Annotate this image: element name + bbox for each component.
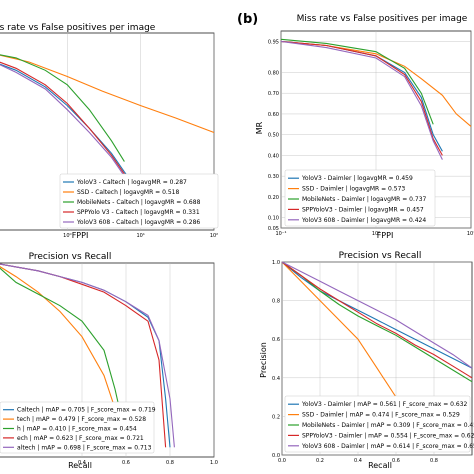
chart-title-b-pr: Precision vs Recall bbox=[339, 251, 422, 261]
y-tick-label-b-miss-1: 0.80 bbox=[268, 70, 279, 76]
y-tick-label-b-miss-3: 0.60 bbox=[268, 112, 279, 118]
legend-entry-b-miss-3: SPPYoloV3 - Daimler | logavgMR = 0.457 bbox=[302, 206, 424, 213]
legend-entry-a-pr-2: h | mAP = 0.410 | F_score_max = 0.454 bbox=[17, 426, 137, 433]
legend-entry-a-pr-4: altech | mAP = 0.698 | F_score_max = 0.7… bbox=[17, 444, 152, 451]
y-tick-label-b-miss-7: 0.20 bbox=[268, 195, 279, 201]
series-line-b-pr-4 bbox=[281, 261, 473, 369]
x-tick-label-b-pr-1: 0.2 bbox=[316, 458, 324, 464]
y-tick-label-b-pr-1: 0.2 bbox=[272, 414, 280, 420]
x-tick-label-a-pr-1: 0.6 bbox=[122, 460, 130, 466]
legend-entry-a-miss-1: SSD - Caltech | logavgMR = 0.518 bbox=[77, 189, 179, 196]
legend-entry-a-pr-1: tech | mAP = 0.479 | F_score_max = 0.528 bbox=[17, 416, 146, 423]
y-axis-label-b-miss: MR bbox=[255, 121, 264, 134]
x-tick-label-b-pr-2: 0.4 bbox=[354, 458, 362, 464]
series-line-b-miss-2 bbox=[280, 38, 434, 125]
y-tick-label-b-miss-9: 0.05 bbox=[268, 226, 279, 232]
y-axis-label-b-pr: Precision bbox=[259, 342, 268, 378]
legend-box-a-miss bbox=[59, 173, 219, 229]
y-tick-label-b-miss-2: 0.70 bbox=[268, 91, 279, 97]
y-tick-label-b-miss-4: 0.50 bbox=[268, 133, 279, 139]
chart-title-b-miss: Miss rate vs False positives per image bbox=[297, 14, 468, 24]
y-tick-label-b-miss-5: 0.40 bbox=[268, 153, 279, 159]
chart-title-a-pr: Precision vs Recall bbox=[29, 252, 112, 262]
x-tick-label-b-miss-0: 10⁻¹ bbox=[275, 231, 286, 237]
x-tick-label-b-miss-1: 10⁰ bbox=[372, 231, 380, 237]
legend-entry-b-pr-2: MobileNets - Daimler | mAP = 0.309 | F_s… bbox=[302, 422, 474, 429]
legend-box-b-pr bbox=[284, 395, 471, 453]
legend-entry-a-miss-2: MobileNets - Caltech | logavgMR = 0.688 bbox=[77, 199, 201, 206]
series-line-a-pr-4 bbox=[0, 263, 175, 448]
y-tick-label-b-pr-4: 0.8 bbox=[272, 299, 280, 305]
panel-label-b: (b) bbox=[237, 12, 258, 27]
series-line-a-pr-2 bbox=[0, 267, 127, 438]
legend-entry-a-pr-0: Caltech | mAP = 0.705 | F_score_max = 0.… bbox=[17, 407, 156, 414]
x-tick-label-a-pr-2: 0.8 bbox=[166, 460, 174, 466]
x-tick-label-b-pr-0: 0.0 bbox=[278, 458, 286, 464]
x-axis-label-a-pr: Recall bbox=[68, 461, 92, 470]
y-tick-label-b-miss-6: 0.30 bbox=[268, 174, 279, 180]
legend-box-a-pr bbox=[0, 401, 155, 454]
series-line-a-miss-4 bbox=[0, 64, 135, 187]
y-tick-label-b-pr-3: 0.6 bbox=[272, 337, 280, 343]
legend-entry-a-miss-3: SPPYolo V3 - Caltech | logavgMR = 0.331 bbox=[77, 209, 200, 216]
y-tick-label-b-pr-2: 0.4 bbox=[272, 376, 280, 382]
legend-entry-b-miss-0: YoloV3 - Daimler | logavgMR = 0.459 bbox=[301, 175, 413, 182]
x-axis-label-a-miss: FPPI bbox=[72, 231, 89, 240]
series-line-b-pr-3 bbox=[281, 261, 473, 379]
x-tick-label-a-miss-1: 10⁰ bbox=[63, 233, 71, 239]
series-line-a-miss-1 bbox=[0, 54, 215, 134]
legend-entry-a-pr-3: ech | mAP = 0.623 | F_score_max = 0.721 bbox=[17, 435, 144, 442]
y-tick-label-b-miss-0: 0.95 bbox=[268, 39, 279, 45]
x-axis-label-b-pr: Recall bbox=[368, 461, 392, 470]
legend-entry-b-pr-1: SSD - Daimler | mAP = 0.474 | F_score_ma… bbox=[302, 412, 460, 419]
y-tick-label-b-pr-5: 1.0 bbox=[272, 260, 280, 266]
legend-entry-b-miss-4: YoloV3 608 - Daimler | logavgMR = 0.424 bbox=[301, 217, 426, 224]
legend-entry-b-pr-4: YoloV3 608 - Daimler | mAP = 0.614 | F_s… bbox=[301, 443, 474, 450]
legend-entry-b-pr-3: SPPYoloV3 - Daimler | mAP = 0.554 | F_sc… bbox=[302, 432, 474, 439]
y-tick-label-b-miss-8: 0.10 bbox=[268, 216, 279, 222]
legend-entry-a-miss-4: YoloV3 608 - Caltech | logavgMR = 0.286 bbox=[76, 219, 200, 226]
legend-entry-b-miss-2: MobileNets - Daimler | logavgMR = 0.737 bbox=[302, 196, 427, 203]
x-tick-label-a-miss-3: 10² bbox=[210, 233, 218, 239]
y-tick-label-b-pr-0: 0.0 bbox=[272, 453, 280, 459]
x-tick-label-a-pr-0: 0.4 bbox=[78, 460, 86, 466]
legend-entry-b-miss-1: SSD - Daimler | logavgMR = 0.573 bbox=[302, 186, 405, 193]
legend-entry-b-pr-0: YoloV3 - Daimler | mAP = 0.561 | F_score… bbox=[301, 401, 468, 408]
chart-title-a-miss: Miss rate vs False positives per image bbox=[0, 23, 156, 33]
series-line-b-miss-4 bbox=[280, 40, 443, 160]
x-axis-label-b-miss: FPPI bbox=[377, 231, 394, 240]
legend-box-b-miss bbox=[284, 169, 436, 227]
series-line-b-miss-3 bbox=[280, 40, 443, 156]
legend-entry-a-miss-0: YoloV3 - Caltech | logavgMR = 0.287 bbox=[76, 179, 187, 186]
x-tick-label-a-pr-3: 1.0 bbox=[210, 460, 218, 466]
series-line-b-pr-2 bbox=[281, 261, 473, 383]
series-line-a-miss-3 bbox=[0, 61, 135, 185]
x-tick-label-b-pr-4: 0.8 bbox=[430, 458, 438, 464]
x-tick-label-b-miss-2: 10¹ bbox=[467, 231, 474, 237]
series-line-a-miss-0 bbox=[0, 63, 135, 185]
x-tick-label-a-miss-2: 10¹ bbox=[136, 233, 144, 239]
series-line-a-miss-2 bbox=[0, 54, 125, 162]
x-tick-label-b-pr-3: 0.6 bbox=[392, 458, 400, 464]
